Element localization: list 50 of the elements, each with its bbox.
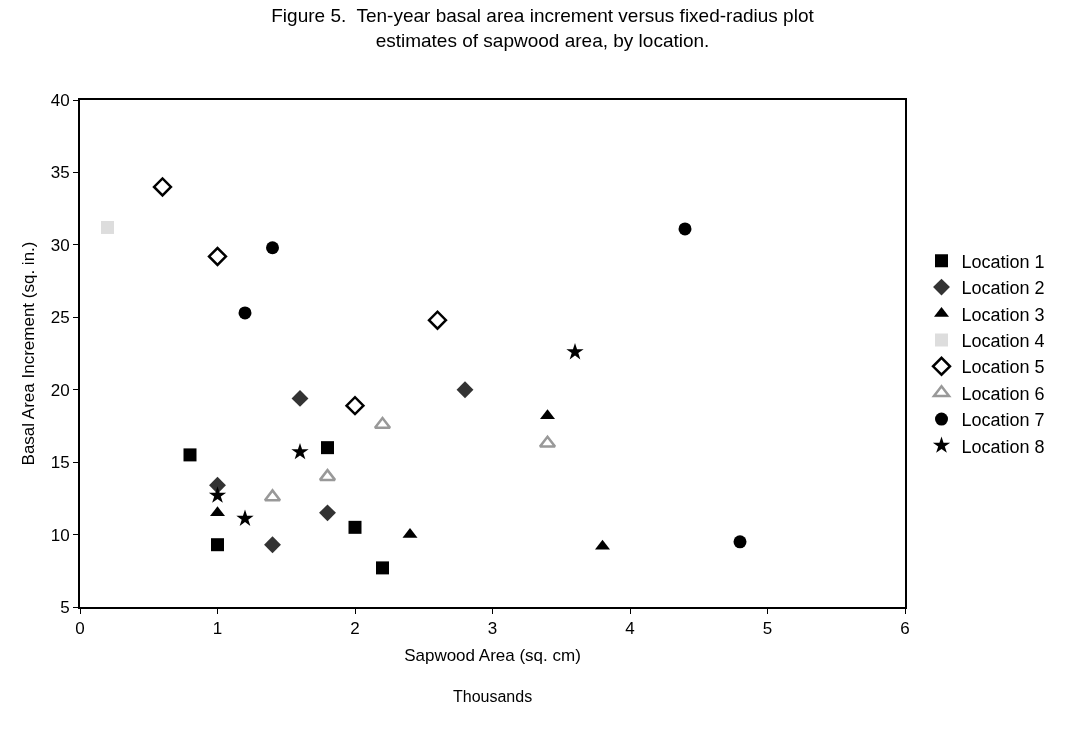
point <box>566 342 584 360</box>
point <box>101 220 114 234</box>
legend-label: Location 3 <box>961 304 1045 325</box>
point <box>291 389 309 407</box>
legend-label: Location 5 <box>961 357 1045 378</box>
point <box>264 536 281 554</box>
legend-label: Location 6 <box>961 383 1045 404</box>
point <box>319 504 336 522</box>
y-tick-label: 10 <box>50 525 70 545</box>
legend-label: Location 1 <box>961 251 1045 272</box>
point <box>321 441 334 455</box>
point <box>345 395 365 416</box>
y-tick-label: 35 <box>50 163 70 183</box>
point <box>427 310 448 330</box>
point <box>236 509 254 526</box>
y-tick-label: 15 <box>50 453 70 473</box>
y-tick-label: 25 <box>50 308 70 328</box>
y-tick-label: 30 <box>50 235 70 255</box>
y-tick-label: 5 <box>60 597 70 617</box>
y-tick-label: 40 <box>50 90 70 110</box>
point <box>208 486 227 503</box>
point <box>183 448 197 462</box>
point <box>733 535 747 549</box>
point <box>207 246 228 267</box>
point <box>318 468 337 482</box>
legend-label: Location 2 <box>961 278 1045 299</box>
text: Thousands <box>453 688 533 705</box>
x-tick-label: 6 <box>900 619 910 639</box>
point <box>456 381 474 399</box>
point <box>348 520 362 534</box>
point <box>376 561 389 575</box>
point <box>266 241 279 255</box>
point <box>152 177 173 197</box>
x-tick-label: 1 <box>212 619 223 639</box>
x-tick-label: 3 <box>487 619 498 639</box>
point <box>291 442 309 460</box>
x-tick-label: 5 <box>762 619 773 639</box>
point <box>238 306 252 320</box>
y-axis-title: Basal Area Increment (sq. in.) <box>18 241 38 466</box>
point <box>678 222 692 236</box>
y-tick-label: 20 <box>50 380 70 400</box>
legend-label: Location 8 <box>961 436 1045 457</box>
chart-title: Figure 5. Ten-year basal area increment versus fixed-radius plot estimates of sapwood area, by location. <box>271 4 815 51</box>
x-tick-label: 2 <box>350 619 360 639</box>
legend-label: Location 7 <box>961 410 1045 431</box>
legend-label: Location 4 <box>961 330 1045 351</box>
x-tick-label: 4 <box>625 619 635 639</box>
x-axis-title: Sapwood Area (sq. cm) <box>404 646 581 666</box>
x-tick-label: 0 <box>75 619 85 639</box>
point <box>211 538 224 552</box>
